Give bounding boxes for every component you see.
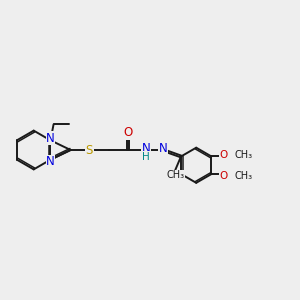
Text: CH₃: CH₃ <box>235 171 253 181</box>
Text: O: O <box>123 126 133 139</box>
Text: N: N <box>46 132 55 145</box>
Text: O: O <box>220 150 228 160</box>
Text: N: N <box>46 155 55 168</box>
Text: CH₃: CH₃ <box>166 170 184 180</box>
Text: N: N <box>142 142 151 155</box>
Text: S: S <box>85 143 93 157</box>
Text: O: O <box>220 171 228 181</box>
Text: CH₃: CH₃ <box>235 150 253 161</box>
Text: N: N <box>158 142 167 155</box>
Text: H: H <box>142 152 150 162</box>
